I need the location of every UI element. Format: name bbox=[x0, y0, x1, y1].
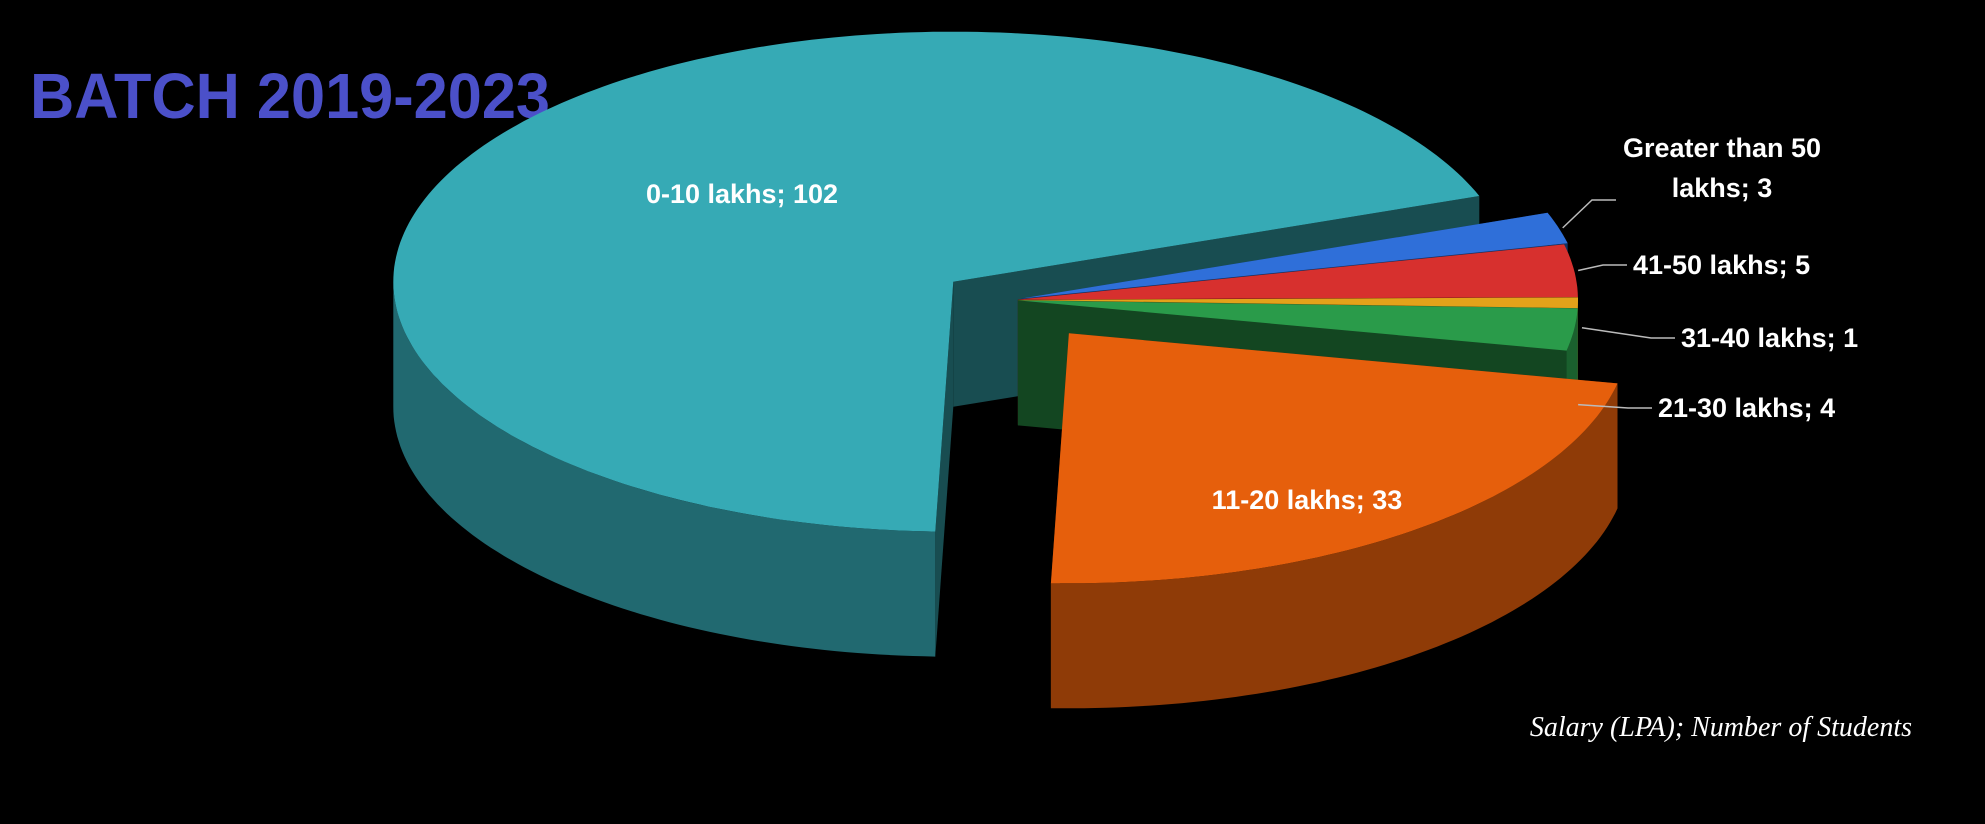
data-label: 21-30 lakhs; 4 bbox=[1658, 393, 1836, 423]
slice bbox=[1017, 300, 1578, 351]
leader-line bbox=[1562, 199, 1616, 229]
slice-wall bbox=[393, 281, 936, 657]
data-label: 0-10 lakhs; 102 bbox=[645, 179, 839, 209]
leader-line bbox=[1578, 403, 1652, 409]
data-label: 41-50 lakhs; 5 bbox=[1633, 250, 1811, 280]
slice bbox=[1017, 244, 1578, 300]
slice bbox=[1018, 297, 1578, 309]
slice bbox=[393, 31, 1480, 532]
slice-side bbox=[935, 281, 954, 657]
leader-line bbox=[1581, 327, 1675, 339]
data-label: 31-40 lakhs; 1 bbox=[1681, 323, 1859, 353]
slice-wall bbox=[1050, 383, 1618, 709]
leader-line bbox=[1577, 264, 1627, 272]
slice bbox=[1050, 333, 1618, 584]
chart-note: Salary (LPA); Number of Students bbox=[1530, 712, 1912, 743]
slice bbox=[1021, 212, 1568, 299]
chart-title: BATCH 2019-2023 bbox=[30, 60, 550, 132]
data-label: Greater than 50 lakhs; 3 bbox=[1622, 133, 1822, 203]
data-label: 11-20 lakhs; 33 bbox=[1211, 485, 1403, 515]
